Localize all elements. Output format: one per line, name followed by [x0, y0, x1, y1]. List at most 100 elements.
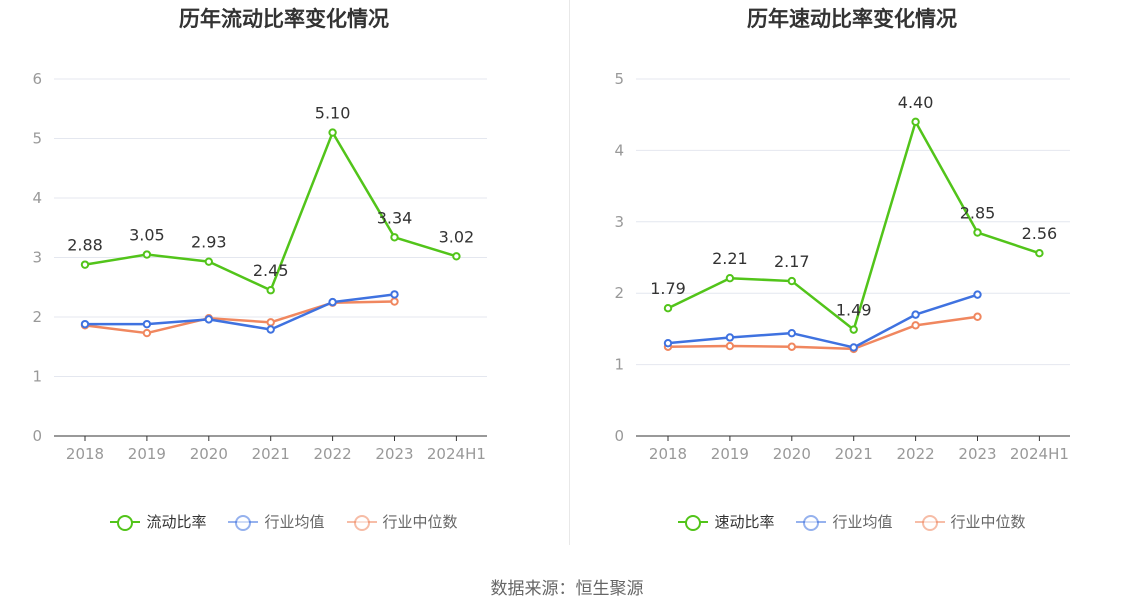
series-line	[667, 120, 1040, 331]
data-point[interactable]	[725, 333, 735, 342]
quick-ratio-chart: 历年速动比率变化情况 0 1 2 3 4 5 2018 2019 2020 2021 2022 202…	[570, 0, 1134, 545]
data-label: 2.93	[191, 233, 227, 252]
x-tick-label: 2020	[190, 445, 228, 463]
data-point[interactable]	[787, 276, 797, 286]
legend-marker-icon	[346, 514, 377, 531]
data-point[interactable]	[328, 128, 337, 137]
legend-marker-icon	[678, 514, 709, 531]
data-point[interactable]	[80, 260, 90, 269]
data-point[interactable]	[725, 274, 735, 283]
series-line	[84, 300, 395, 335]
data-label: 2.56	[1022, 224, 1058, 243]
data-label: 2.88	[67, 236, 103, 255]
data-label: 2.21	[712, 249, 748, 268]
y-tick-label: 3	[614, 213, 624, 231]
x-tick-label: 2019	[711, 445, 749, 463]
legend-item[interactable]: 行业均值	[228, 511, 325, 532]
legend-item[interactable]: 速动比率	[678, 511, 774, 532]
data-point[interactable]	[390, 297, 399, 306]
data-label: 2.85	[960, 204, 996, 223]
y-tick-label: 2	[32, 308, 42, 326]
data-point[interactable]	[266, 286, 275, 295]
legend: 速动比率 行业均值 行业中位数	[570, 511, 1134, 532]
x-tick-label: 2018	[649, 445, 687, 463]
x-tick-label: 2023	[958, 445, 996, 463]
data-label: 2.45	[253, 261, 289, 280]
legend-label: 行业均值	[264, 513, 325, 531]
data-point[interactable]	[973, 290, 982, 299]
legend-marker-icon	[228, 514, 259, 531]
x-tick-label: 2024H1	[427, 445, 486, 463]
y-tick-label: 5	[32, 130, 42, 148]
data-label: 1.79	[650, 279, 686, 298]
y-tick-label: 5	[614, 70, 624, 88]
data-point[interactable]	[849, 343, 858, 352]
data-point[interactable]	[787, 342, 797, 351]
data-point[interactable]	[911, 321, 920, 330]
legend-marker-icon	[796, 514, 827, 531]
data-point[interactable]	[911, 117, 920, 127]
data-point[interactable]	[849, 325, 858, 334]
x-tick-label: 2022	[314, 445, 352, 463]
data-point[interactable]	[142, 319, 152, 329]
data-point[interactable]	[390, 290, 399, 299]
y-tick-label: 0	[32, 427, 42, 445]
data-point[interactable]	[142, 328, 152, 338]
legend: 流动比率 行业均值 行业中位数	[0, 511, 568, 532]
x-tick-label: 2024H1	[1010, 445, 1069, 463]
x-tick-label: 2021	[835, 445, 873, 463]
data-point[interactable]	[266, 318, 275, 327]
x-tick-label: 2021	[252, 445, 290, 463]
data-point[interactable]	[725, 341, 735, 351]
panel-divider	[569, 0, 570, 545]
data-point[interactable]	[328, 297, 337, 307]
y-tick-label: 1	[614, 356, 624, 374]
data-label: 2.17	[774, 252, 810, 271]
y-tick-label: 3	[32, 249, 42, 267]
chart-title: 历年速动比率变化情况	[747, 7, 957, 31]
quick-ratio-plot: 0 1 2 3 4 5 2018 2019 2020 2021 2022 2023 2024H1 1.79…	[614, 70, 1070, 463]
data-label: 3.34	[377, 208, 413, 227]
x-tick-label: 2022	[897, 445, 935, 463]
data-point[interactable]	[787, 328, 797, 338]
legend-label: 行业中位数	[950, 513, 1026, 531]
data-point[interactable]	[663, 338, 673, 348]
legend-label: 行业均值	[832, 513, 893, 531]
data-source-note: 数据来源：恒生聚源	[490, 579, 644, 599]
y-tick-label: 1	[32, 368, 42, 386]
data-label: 4.40	[898, 93, 934, 112]
data-point[interactable]	[973, 312, 982, 321]
data-point[interactable]	[911, 310, 920, 319]
data-point[interactable]	[204, 315, 214, 324]
series-line	[667, 315, 978, 351]
data-point[interactable]	[452, 252, 461, 261]
legend-item[interactable]: 行业中位数	[346, 511, 458, 532]
data-point[interactable]	[973, 228, 982, 237]
data-point[interactable]	[204, 257, 214, 266]
data-label: 1.49	[836, 301, 872, 320]
legend-marker-icon	[914, 514, 945, 531]
chart-title: 历年流动比率变化情况	[179, 7, 389, 31]
legend-item[interactable]: 行业均值	[796, 511, 893, 532]
x-tick-label: 2020	[773, 445, 811, 463]
x-tick-label: 2023	[375, 445, 413, 463]
data-label: 3.05	[129, 226, 165, 245]
y-tick-label: 0	[614, 427, 624, 445]
legend-item[interactable]: 流动比率	[110, 511, 206, 532]
data-label: 5.10	[315, 104, 351, 123]
y-tick-label: 2	[614, 284, 624, 302]
y-tick-label: 4	[32, 189, 42, 207]
data-point[interactable]	[663, 303, 673, 313]
series-line	[667, 293, 978, 349]
x-tick-label: 2019	[128, 445, 166, 463]
data-point[interactable]	[1035, 249, 1044, 258]
y-tick-label: 4	[614, 141, 624, 159]
data-point[interactable]	[266, 325, 275, 334]
x-tick-label: 2018	[66, 445, 104, 463]
legend-item[interactable]: 行业中位数	[914, 511, 1026, 532]
data-point[interactable]	[390, 233, 399, 242]
data-point[interactable]	[80, 319, 90, 329]
data-label: 3.02	[439, 227, 475, 246]
data-point[interactable]	[142, 250, 152, 259]
